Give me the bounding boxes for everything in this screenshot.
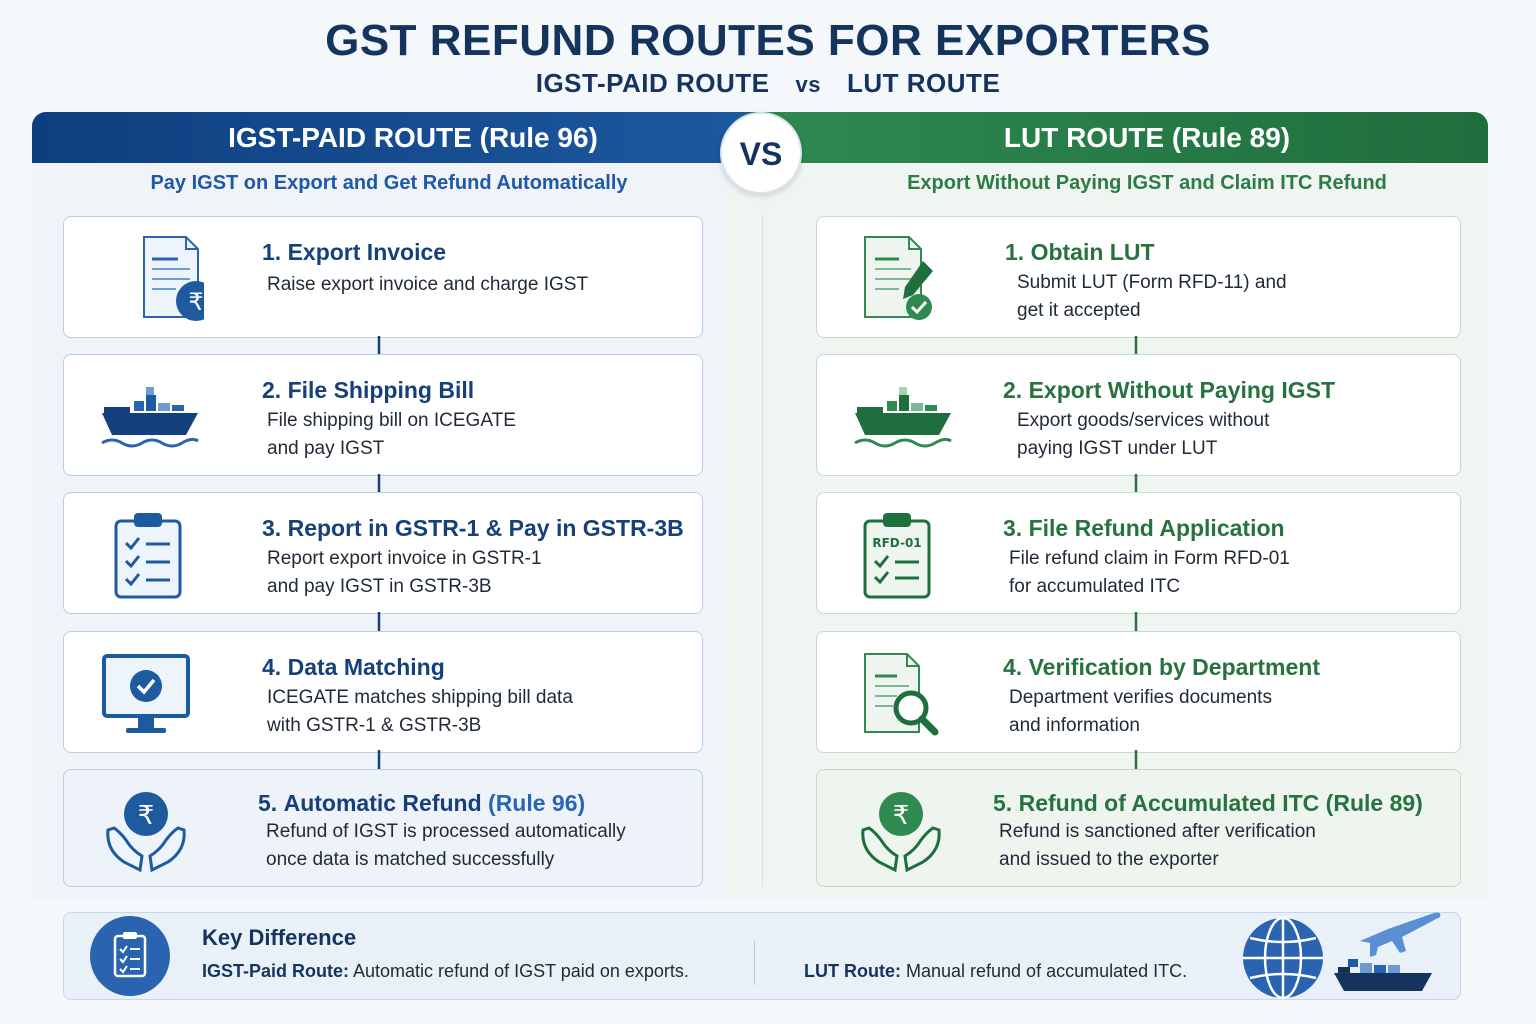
step-description: Submit LUT (Form RFD-11) and get it accep… [1017,272,1287,321]
step-description: Refund is sanctioned after verification a… [999,821,1316,870]
step-title: 5. Refund of Accumulated ITC (Rule 89) [993,790,1423,816]
step-description: File shipping bill on ICEGATE and pay IGS… [267,410,516,459]
igst-step-5: ₹ 5. Automatic Refund (Rule 96) Refund o… [63,769,703,887]
step-description: Export goods/services without paying IGST… [1017,410,1270,459]
svg-text:₹: ₹ [893,801,910,831]
clipboard-rfd-icon: RFD-01 [847,507,957,601]
step-description: Raise export invoice and charge IGST [267,274,589,295]
step-title: 2. File Shipping Bill [262,377,475,403]
subtitle-right: LUT ROUTE [847,68,1001,98]
lut-step-4: 4. Verification by Department Department… [816,631,1461,753]
step-title: 3. File Refund Application [1003,515,1285,541]
lut-panel-heading: LUT ROUTE (Rule 89) [726,112,1488,163]
hands-rupee-icon: ₹ [847,784,957,878]
key-separator [754,941,755,985]
hands-rupee-icon: ₹ [94,784,204,878]
step-description: Refund of IGST is processed automaticall… [266,821,626,870]
subtitle-vs: vs [795,72,822,97]
igst-step-1: ₹ 1. Export Invoice Raise export invoice… [63,216,703,338]
svg-text:₹: ₹ [188,288,203,316]
key-difference-lut: LUT Route: Manual refund of accumulated … [804,961,1188,981]
step-description: Report export invoice in GSTR-1 and pay I… [267,548,542,597]
cargo-ship-icon [94,369,204,463]
igst-step-3: 3. Report in GSTR-1 & Pay in GSTR-3B Rep… [63,492,703,614]
igst-step-2: 2. File Shipping Bill File shipping bill… [63,354,703,476]
clipboard-icon [90,916,170,996]
vs-badge: VS [720,112,802,194]
svg-text:RFD-01: RFD-01 [872,536,921,550]
main-subtitle: IGST-PAID ROUTE vs LUT ROUTE [0,68,1536,99]
key-difference-box: Key Difference IGST-Paid Route: Automati… [63,912,1461,1000]
lut-step-3: RFD-01 3. File Refund Application File r… [816,492,1461,614]
ship-and-plane-icon [1330,907,1446,999]
svg-text:₹: ₹ [138,801,155,831]
step-title: 3. Report in GSTR-1 & Pay in GSTR-3B [262,515,684,541]
step-title: 4. Verification by Department [1003,654,1320,680]
step-description: Department verifies documents and informa… [1009,687,1272,736]
lut-panel-tagline: Export Without Paying IGST and Claim ITC… [907,172,1387,194]
lut-step-1: 1. Obtain LUT Submit LUT (Form RFD-11) a… [816,216,1461,338]
globe-icon [1238,916,1328,1000]
step-title: 4. Data Matching [262,654,445,680]
key-difference-igst: IGST-Paid Route: Automatic refund of IGS… [202,961,689,981]
main-title: GST REFUND ROUTES FOR EXPORTERS [325,16,1211,65]
document-pen-check-icon [847,231,957,325]
center-divider [762,215,763,887]
invoice-rupee-icon: ₹ [94,231,216,325]
igst-panel-tagline: Pay IGST on Export and Get Refund Automa… [150,172,628,194]
key-difference-title: Key Difference [202,925,357,950]
step-title: 1. Obtain LUT [1005,239,1155,265]
rule-label: (Rule 96) [488,790,586,816]
monitor-check-icon [94,646,204,740]
igst-step-4: 4. Data Matching ICEGATE matches shippin… [63,631,703,753]
clipboard-checklist-icon [94,507,204,601]
step-description: File refund claim in Form RFD-01 for accu… [1009,548,1290,597]
step-title: 2. Export Without Paying IGST [1003,377,1336,403]
lut-step-5: ₹ 5. Refund of Accumulated ITC (Rule 89)… [816,769,1461,887]
step-title: 1. Export Invoice [262,239,447,265]
cargo-ship-icon [847,369,957,463]
igst-panel-heading: IGST-PAID ROUTE (Rule 96) [32,112,794,163]
subtitle-left: IGST-PAID ROUTE [535,68,770,98]
step-description: ICEGATE matches shipping bill data with G… [267,687,573,736]
step-title: 5. Automatic Refund (Rule 96) [258,790,586,816]
document-magnifier-icon [847,646,957,740]
lut-step-2: 2. Export Without Paying IGST Export goo… [816,354,1461,476]
